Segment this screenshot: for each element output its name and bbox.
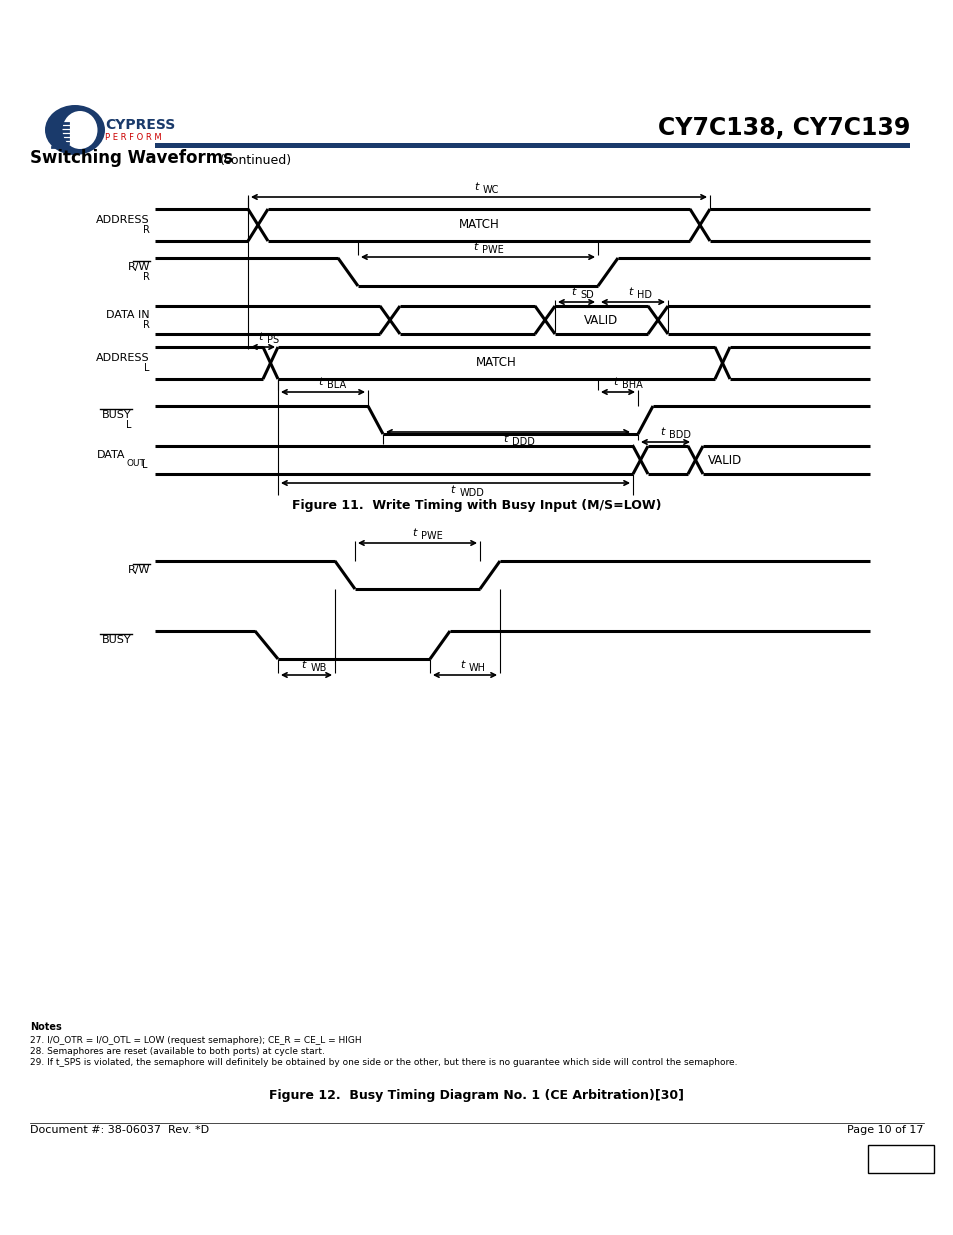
Text: L: L — [127, 420, 132, 430]
Text: P E R F O R M: P E R F O R M — [105, 133, 161, 142]
Text: t: t — [317, 377, 322, 387]
Text: Figure 11.  Write Timing with Busy Input (M/S=LOW): Figure 11. Write Timing with Busy Input … — [292, 499, 661, 511]
Text: BHA: BHA — [621, 380, 642, 390]
Text: Figure 12.  Busy Timing Diagram No. 1 (CE Arbitration)[30]: Figure 12. Busy Timing Diagram No. 1 (CE… — [269, 1088, 684, 1102]
Text: t: t — [459, 659, 464, 671]
Text: t: t — [301, 659, 305, 671]
Text: Page 10 of 17: Page 10 of 17 — [846, 1125, 923, 1135]
Text: t: t — [474, 182, 477, 191]
Text: t: t — [659, 427, 664, 437]
Text: t: t — [612, 377, 617, 387]
Text: t: t — [412, 529, 416, 538]
Bar — [154, 143, 909, 148]
Ellipse shape — [45, 105, 105, 156]
Text: t: t — [571, 287, 575, 296]
Text: WH: WH — [469, 663, 485, 673]
Text: VALID: VALID — [707, 453, 741, 467]
Text: BLA: BLA — [327, 380, 346, 390]
Text: DATA: DATA — [96, 450, 125, 459]
Text: PWE: PWE — [421, 531, 443, 541]
Text: Notes: Notes — [30, 1023, 62, 1032]
Text: 28. Semaphores are reset (available to both ports) at cycle start.: 28. Semaphores are reset (available to b… — [30, 1047, 325, 1056]
Text: L: L — [142, 459, 148, 471]
Text: R/W: R/W — [128, 564, 150, 576]
Text: BUSY: BUSY — [102, 410, 132, 420]
Text: WC: WC — [482, 185, 498, 195]
Text: Document #: 38-06037  Rev. *D: Document #: 38-06037 Rev. *D — [30, 1125, 209, 1135]
Text: DATA IN: DATA IN — [107, 310, 150, 320]
Text: 29. If t_SPS is violated, the semaphore will definitely be obtained by one side : 29. If t_SPS is violated, the semaphore … — [30, 1058, 737, 1067]
Text: MATCH: MATCH — [476, 357, 517, 369]
Text: t: t — [627, 287, 632, 296]
Text: t: t — [450, 485, 455, 495]
Text: SD: SD — [579, 290, 594, 300]
Text: DDD: DDD — [512, 437, 535, 447]
Text: BUSY: BUSY — [102, 635, 132, 645]
Text: VALID: VALID — [584, 314, 618, 326]
Bar — [867, 1145, 933, 1173]
Text: R: R — [143, 225, 150, 235]
Text: Switching Waveforms: Switching Waveforms — [30, 149, 233, 167]
Text: R: R — [143, 320, 150, 330]
Text: R/W: R/W — [128, 262, 150, 272]
Text: L: L — [144, 363, 150, 373]
Text: 27. I/O_OTR = I/O_OTL = LOW (request semaphore); CE_R = CE_L = HIGH: 27. I/O_OTR = I/O_OTL = LOW (request sem… — [30, 1036, 361, 1045]
Text: R: R — [143, 272, 150, 282]
Text: WB: WB — [310, 663, 327, 673]
Text: CYPRESS: CYPRESS — [105, 119, 175, 132]
Text: HD: HD — [637, 290, 651, 300]
Text: t: t — [473, 242, 476, 252]
Text: MATCH: MATCH — [458, 219, 498, 231]
Text: CY7C138, CY7C139: CY7C138, CY7C139 — [657, 116, 909, 140]
Text: WDD: WDD — [459, 488, 484, 498]
Text: ADDRESS: ADDRESS — [96, 215, 150, 225]
Text: ADDRESS: ADDRESS — [96, 353, 150, 363]
Ellipse shape — [63, 111, 97, 149]
Text: BDD: BDD — [669, 430, 691, 440]
Text: t: t — [257, 332, 262, 342]
Text: t: t — [502, 433, 507, 445]
Text: (continued): (continued) — [220, 154, 292, 167]
Text: PWE: PWE — [481, 245, 503, 254]
Text: PS: PS — [267, 335, 279, 345]
Text: OUT: OUT — [127, 459, 146, 468]
